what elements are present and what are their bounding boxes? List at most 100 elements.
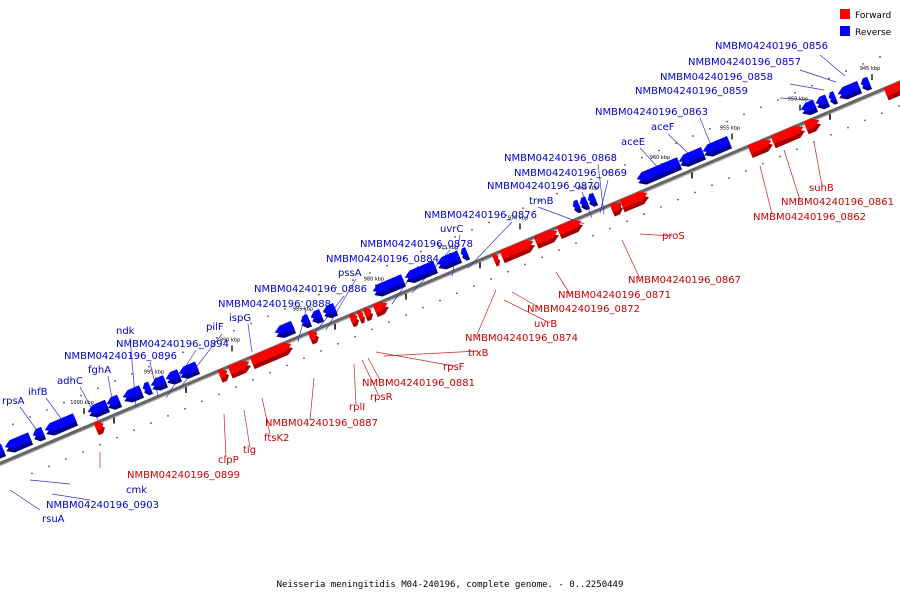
gene-body bbox=[44, 413, 77, 432]
gene-label-pros: proS bbox=[662, 231, 685, 242]
reverse-gene bbox=[828, 91, 839, 105]
gene-label-cmk: cmk bbox=[126, 485, 147, 496]
position-dot bbox=[539, 200, 541, 202]
position-dot bbox=[371, 328, 373, 331]
legend-reverse-swatch bbox=[840, 26, 850, 36]
leader-line bbox=[799, 69, 837, 83]
position-dot bbox=[405, 314, 407, 316]
position-dot bbox=[609, 227, 611, 230]
position-dot bbox=[422, 306, 424, 309]
reverse-gene bbox=[32, 426, 47, 442]
gene-label-rpli: rplI bbox=[349, 402, 365, 413]
gene-body bbox=[0, 443, 5, 454]
gene-body bbox=[491, 253, 499, 263]
gene-body bbox=[300, 314, 311, 325]
gene-body bbox=[803, 118, 820, 131]
gene-label-nmbm04240196-0869: NMBM04240196_0869 bbox=[514, 168, 627, 179]
gene-label-nmbm04240196-0870: NMBM04240196_0870 bbox=[487, 181, 600, 192]
position-dot bbox=[216, 336, 218, 339]
position-dot bbox=[692, 135, 694, 137]
position-dot bbox=[660, 205, 662, 208]
gene-label-ispg: ispG bbox=[229, 313, 251, 324]
gene-body bbox=[307, 330, 318, 341]
gene-body bbox=[533, 229, 558, 245]
position-dot bbox=[352, 279, 354, 282]
leader-line bbox=[261, 397, 271, 435]
axis-tick-label: 965 kbp bbox=[578, 186, 598, 192]
leader-line bbox=[325, 278, 357, 331]
axis-tick-label: 985 kbp bbox=[293, 306, 313, 312]
forward-gene bbox=[499, 240, 535, 264]
reverse-gene bbox=[815, 94, 831, 110]
leader-line bbox=[779, 97, 813, 101]
leader-line bbox=[783, 149, 801, 201]
gene-label-clpp: clpP bbox=[218, 455, 239, 466]
gene-label-nmbm04240196-0884: NMBM04240196_0884 bbox=[326, 254, 439, 265]
position-dot bbox=[114, 380, 116, 382]
reverse-gene bbox=[122, 385, 145, 403]
position-dot bbox=[148, 365, 150, 368]
position-dot bbox=[116, 436, 118, 439]
reverse-gene bbox=[310, 308, 325, 324]
position-dot bbox=[184, 407, 186, 410]
gene-label-nmbm04240196-0899: NMBM04240196_0899 bbox=[127, 470, 240, 481]
position-dot bbox=[167, 414, 169, 417]
gene-body bbox=[227, 360, 250, 375]
leader-line bbox=[247, 323, 253, 353]
gene-label-rpsf: rpsF bbox=[443, 362, 465, 373]
gene-label-uvrb: uvrB bbox=[534, 319, 557, 330]
reverse-gene bbox=[106, 394, 123, 410]
gene-label-nmbm04240196-0872: NMBM04240196_0872 bbox=[527, 304, 640, 315]
gene-body bbox=[860, 76, 871, 87]
axis-tick-label: 1000 kbp bbox=[70, 400, 94, 406]
reverse-gene bbox=[587, 192, 599, 207]
gene-label-rpsa: rpsA bbox=[2, 396, 25, 407]
leader-line bbox=[467, 221, 513, 269]
position-dot bbox=[471, 228, 473, 231]
position-dot bbox=[728, 177, 730, 179]
position-dot bbox=[898, 105, 900, 107]
leader-line bbox=[179, 333, 223, 389]
position-dot bbox=[862, 63, 864, 65]
gene-body bbox=[274, 320, 295, 335]
leader-line bbox=[383, 350, 479, 357]
gene-body bbox=[572, 199, 581, 210]
leader-line bbox=[699, 117, 713, 149]
gene-body bbox=[372, 274, 405, 293]
position-dot bbox=[286, 364, 288, 367]
forward-gene bbox=[747, 139, 773, 159]
leader-line bbox=[353, 363, 357, 405]
position-dot bbox=[490, 278, 492, 280]
gene-label-rsua: rsuA bbox=[42, 514, 65, 525]
reverse-gene bbox=[4, 432, 34, 453]
position-dot bbox=[709, 127, 711, 130]
reverse-gene bbox=[44, 413, 79, 436]
legend: Forward Reverse bbox=[840, 9, 892, 38]
position-dot bbox=[643, 213, 645, 215]
position-dot bbox=[320, 350, 322, 352]
gene-body bbox=[165, 369, 181, 381]
position-dot bbox=[777, 99, 779, 101]
gene-body bbox=[579, 196, 589, 207]
position-dot bbox=[779, 155, 781, 158]
forward-gene bbox=[556, 219, 583, 240]
leader-line bbox=[367, 357, 381, 381]
forward-gene bbox=[491, 253, 500, 267]
forward-gene bbox=[609, 201, 623, 217]
position-dot bbox=[794, 91, 796, 94]
position-dot bbox=[745, 169, 747, 172]
position-dot bbox=[762, 162, 764, 165]
position-dot bbox=[847, 126, 849, 129]
map-caption: Neisseria meningitidis M04-240196, compl… bbox=[277, 580, 624, 590]
forward-gene bbox=[227, 360, 251, 379]
forward-gene bbox=[348, 313, 359, 328]
leader-line bbox=[165, 349, 197, 399]
position-dot bbox=[541, 256, 543, 259]
forward-gene bbox=[803, 118, 821, 135]
forward-gene bbox=[217, 368, 229, 383]
position-dot bbox=[369, 272, 371, 274]
position-dot bbox=[830, 133, 832, 136]
gene-label-pilf: pilF bbox=[206, 322, 224, 333]
axis-tick-label: 970 kbp bbox=[508, 215, 528, 221]
position-dot bbox=[864, 119, 866, 122]
